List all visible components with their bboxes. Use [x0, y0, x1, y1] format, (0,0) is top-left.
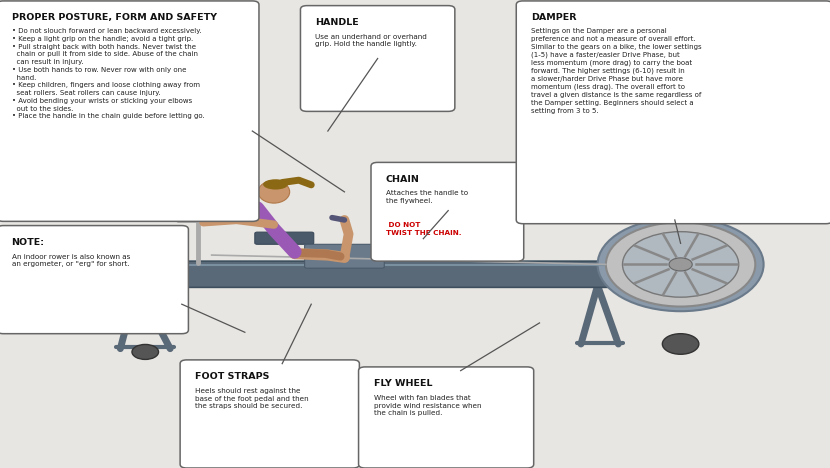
Ellipse shape	[263, 179, 288, 190]
Text: Use an underhand or overhand
grip. Hold the handle lightly.: Use an underhand or overhand grip. Hold …	[315, 34, 427, 47]
Text: NOTE:: NOTE:	[12, 238, 45, 247]
Circle shape	[622, 232, 739, 297]
Text: Settings on the Damper are a personal
preference and not a measure of overall ef: Settings on the Damper are a personal pr…	[531, 28, 702, 114]
Text: Wheel with fan blades that
provide wind resistance when
the chain is pulled.: Wheel with fan blades that provide wind …	[374, 395, 481, 417]
Text: Heels should rest against the
base of the foot pedal and then
the straps should : Heels should rest against the base of th…	[195, 388, 309, 410]
Text: DO NOT
TWIST THE CHAIN.: DO NOT TWIST THE CHAIN.	[386, 222, 461, 236]
FancyBboxPatch shape	[255, 232, 314, 244]
Text: HANDLE: HANDLE	[315, 18, 359, 27]
Text: DAMPER: DAMPER	[531, 13, 577, 22]
Text: FOOT STRAPS: FOOT STRAPS	[195, 372, 270, 381]
FancyBboxPatch shape	[359, 367, 534, 468]
FancyBboxPatch shape	[371, 162, 524, 261]
Text: Attaches the handle to
the flywheel.: Attaches the handle to the flywheel.	[386, 190, 468, 204]
Circle shape	[132, 344, 159, 359]
Circle shape	[669, 258, 692, 271]
FancyBboxPatch shape	[0, 1, 259, 221]
FancyBboxPatch shape	[109, 261, 638, 287]
Text: • Do not slouch forward or lean backward excessively.
• Keep a light grip on the: • Do not slouch forward or lean backward…	[12, 28, 204, 119]
FancyBboxPatch shape	[180, 360, 359, 468]
Circle shape	[606, 222, 755, 307]
FancyBboxPatch shape	[300, 6, 455, 111]
Circle shape	[662, 334, 699, 354]
FancyBboxPatch shape	[0, 226, 188, 334]
Ellipse shape	[258, 181, 290, 203]
Text: PROPER POSTURE, FORM AND SAFETY: PROPER POSTURE, FORM AND SAFETY	[12, 13, 217, 22]
Circle shape	[598, 218, 764, 311]
Text: An indoor rower is also known as
an ergometer, or "erg" for short.: An indoor rower is also known as an ergo…	[12, 254, 130, 267]
FancyBboxPatch shape	[305, 244, 384, 268]
Text: FLY WHEEL: FLY WHEEL	[374, 379, 432, 388]
Text: CHAIN: CHAIN	[386, 175, 420, 183]
FancyBboxPatch shape	[516, 1, 830, 224]
